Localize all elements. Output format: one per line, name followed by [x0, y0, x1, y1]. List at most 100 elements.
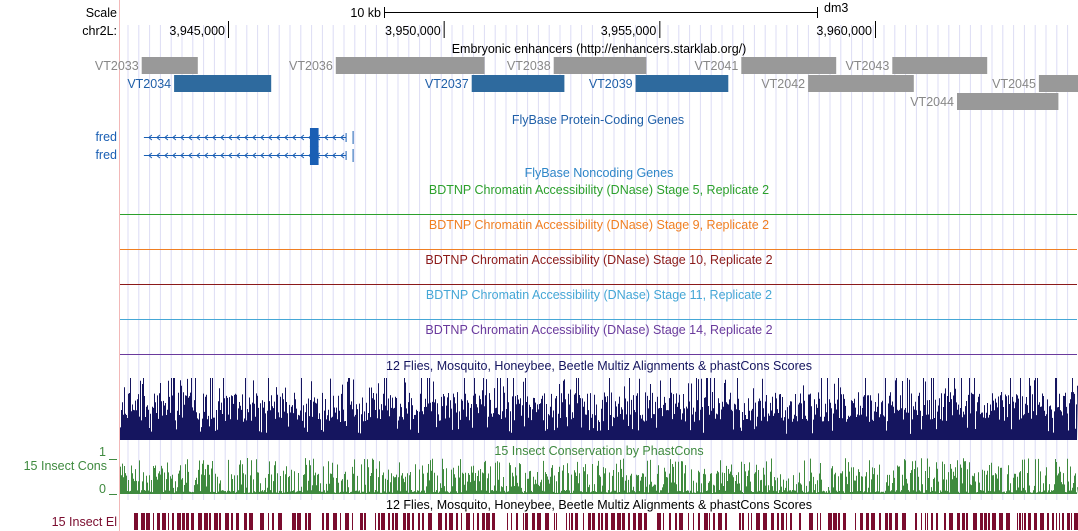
insect-element[interactable] [617, 513, 621, 530]
insect-element[interactable] [790, 513, 792, 530]
insect-element[interactable] [204, 513, 208, 530]
insect-element[interactable] [182, 513, 185, 530]
insect-element[interactable] [422, 513, 424, 530]
insect-element[interactable] [751, 513, 752, 530]
insect-element[interactable] [219, 513, 221, 530]
insect-element[interactable] [225, 513, 229, 530]
insect-element[interactable] [141, 513, 145, 530]
insect-element[interactable] [388, 513, 390, 530]
insect-element[interactable] [378, 513, 380, 530]
insect-elements-track[interactable] [134, 513, 1078, 530]
insect-element[interactable] [1040, 513, 1044, 530]
enhancer-feature[interactable] [892, 57, 988, 74]
gene-exon[interactable] [309, 128, 319, 147]
insect-element[interactable] [146, 513, 150, 530]
insect-element[interactable] [231, 513, 233, 530]
insect-element[interactable] [461, 513, 462, 530]
insect-element[interactable] [1071, 513, 1072, 530]
insect-element[interactable] [236, 513, 239, 530]
insect-element[interactable] [828, 513, 832, 530]
insect-element[interactable] [392, 513, 394, 530]
insect-element[interactable] [381, 513, 385, 530]
insect-element[interactable] [1017, 513, 1018, 530]
insect-element[interactable] [473, 513, 474, 530]
enhancer-label[interactable]: VT2038 [507, 59, 551, 73]
insect-element[interactable] [799, 513, 801, 530]
insect-element[interactable] [786, 513, 787, 530]
insect-element[interactable] [944, 513, 946, 530]
insect-element[interactable] [438, 513, 442, 530]
insect-element[interactable] [927, 513, 928, 530]
insect-element[interactable] [704, 513, 708, 530]
insect-element[interactable] [272, 513, 274, 530]
insect-element[interactable] [936, 513, 938, 530]
insect-element[interactable] [838, 513, 840, 530]
enhancer-feature[interactable] [141, 57, 198, 74]
enhancer-label[interactable]: VT2037 [425, 77, 469, 91]
insect-element[interactable] [360, 513, 363, 530]
gene-exon[interactable] [309, 146, 319, 165]
insect-element[interactable] [739, 513, 741, 530]
enhancer-feature[interactable] [1038, 75, 1078, 92]
insect-element[interactable] [412, 513, 414, 530]
insect-element[interactable] [713, 513, 715, 530]
insect-element[interactable] [698, 513, 700, 530]
insect-element[interactable] [1062, 513, 1064, 530]
insect-element[interactable] [879, 513, 881, 530]
enhancer-feature[interactable] [174, 75, 272, 92]
insect-element[interactable] [693, 513, 694, 530]
insect-element[interactable] [507, 513, 508, 530]
insect-element[interactable] [375, 513, 376, 530]
insect-element[interactable] [1024, 513, 1026, 530]
insect-element[interactable] [214, 513, 218, 530]
enhancers-track[interactable]: VT2033 VT2034 VT2036 VT2037 VT2038 VT2039 VT20… [95, 57, 1078, 110]
insect-element[interactable] [486, 513, 490, 530]
insect-element[interactable] [921, 513, 922, 530]
enhancer-feature[interactable] [335, 57, 485, 74]
insect-element[interactable] [1056, 513, 1057, 530]
insect-element[interactable] [364, 513, 366, 530]
insect-element[interactable] [532, 513, 535, 530]
insect-element[interactable] [556, 513, 557, 530]
insect-element[interactable] [966, 513, 968, 530]
insect-element[interactable] [583, 513, 584, 530]
insect-element[interactable] [1006, 513, 1010, 530]
insect-element[interactable] [820, 513, 821, 530]
insect-element[interactable] [871, 513, 875, 530]
enhancer-feature[interactable] [635, 75, 729, 92]
insect-element[interactable] [403, 513, 406, 530]
enhancer-label[interactable]: VT2043 [846, 59, 890, 73]
insect-element[interactable] [644, 513, 647, 530]
enhancer-feature[interactable] [808, 75, 914, 92]
gene-label[interactable]: fred [95, 130, 117, 144]
insect-element[interactable] [1028, 513, 1031, 530]
insect-element[interactable] [466, 513, 470, 530]
insect-element[interactable] [172, 513, 174, 530]
insect-element[interactable] [482, 513, 485, 530]
insect-element[interactable] [157, 513, 160, 530]
insect-element[interactable] [988, 513, 990, 530]
insect-element[interactable] [209, 513, 211, 530]
insect-element[interactable] [980, 513, 983, 530]
insect-element[interactable] [855, 513, 856, 530]
insect-element[interactable] [992, 513, 996, 530]
insect-element[interactable] [605, 513, 608, 530]
insect-element[interactable] [449, 513, 453, 530]
insect-element[interactable] [292, 513, 296, 530]
insect-element[interactable] [592, 513, 595, 530]
insect-element[interactable] [308, 513, 311, 530]
insect-element[interactable] [244, 513, 247, 530]
insect-element[interactable] [611, 513, 615, 530]
insect-element[interactable] [1067, 513, 1070, 530]
insect-cons-side-label[interactable]: 15 Insect Cons [24, 459, 107, 473]
insect-element[interactable] [249, 513, 253, 530]
insect-element[interactable] [134, 513, 138, 530]
insect-element[interactable] [395, 513, 398, 530]
insect-element[interactable] [598, 513, 600, 530]
insect-element[interactable] [418, 513, 420, 530]
insect-element[interactable] [633, 513, 636, 530]
insect-element[interactable] [915, 513, 917, 530]
insect-element[interactable] [260, 513, 264, 530]
enhancer-feature[interactable] [957, 93, 1059, 110]
insect-element[interactable] [588, 513, 591, 530]
